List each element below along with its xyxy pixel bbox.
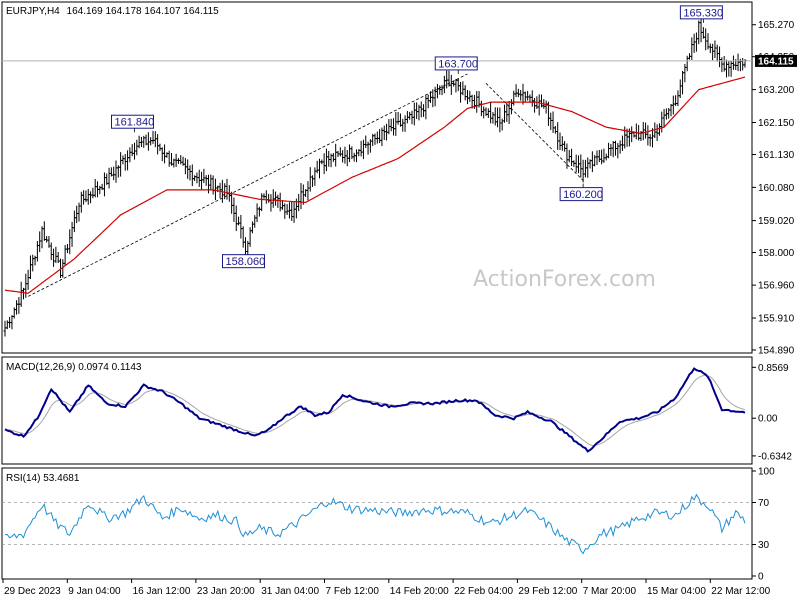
macd-label: MACD(12,26,9) 0.0974 0.1143 — [6, 362, 142, 373]
macd-tick-label: -0.6342 — [758, 451, 792, 462]
trendline — [27, 73, 468, 297]
time-tick-label: 16 Jan 12:00 — [133, 586, 191, 597]
ohlc-header-values: 164.169 164.178 164.107 164.115 — [67, 6, 220, 17]
time-tick-label: 15 Mar 04:00 — [647, 586, 706, 597]
price-tick-label: 159.020 — [758, 216, 795, 227]
rsi-label: RSI(14) 53.4681 — [6, 473, 80, 484]
last-price-badge: 164.115 — [755, 54, 797, 67]
rsi-axis: 100 70 30 0 — [752, 467, 775, 583]
last-price-text: 164.115 — [758, 56, 794, 67]
price-tick-label: 156.960 — [758, 281, 795, 292]
peak-label: 158.060 — [222, 250, 266, 269]
trendlines — [27, 73, 584, 297]
macd-tick-label: 0.8569 — [758, 363, 789, 374]
price-tick-label: 154.890 — [758, 346, 795, 357]
peak-label-text: 165.330 — [683, 7, 723, 19]
price-panel-border — [1, 1, 753, 354]
last-price-box — [755, 54, 797, 67]
peak-label: 163.700 — [434, 56, 478, 74]
rsi-tick-label: 70 — [758, 498, 770, 509]
macd-tick-label: 0.00 — [758, 414, 778, 425]
price-tick-label: 163.200 — [758, 85, 795, 96]
symbol-label: EURJPY,H4 — [6, 6, 60, 17]
macd-panel-border — [1, 356, 753, 465]
macd-signal-line — [4, 374, 746, 447]
macd-panel: 0.8569 0.00 -0.6342 MACD(12,26,9) 0.0974 0… — [1, 356, 792, 465]
price-axis: 165.270164.250163.200162.150161.130160.0… — [752, 20, 795, 357]
time-tick-label: 29 Feb 12:00 — [518, 586, 577, 597]
rsi-panel-border — [1, 467, 753, 580]
time-tick-label: 22 Feb 04:00 — [454, 586, 513, 597]
rsi-tick-label: 0 — [758, 572, 764, 583]
time-tick-label: 14 Feb 20:00 — [390, 586, 449, 597]
macd-line — [4, 367, 746, 453]
time-axis: 29 Dec 2023 9 Jan 04:00 16 Jan 12:00 23 Jan… — [2, 579, 771, 597]
time-tick-label: 31 Jan 04:00 — [261, 586, 319, 597]
time-tick-label: 22 Mar 12:00 — [711, 586, 770, 597]
peak-label-text: 158.060 — [226, 256, 266, 268]
rsi-line — [4, 493, 746, 555]
rsi-levels — [2, 502, 752, 545]
rsi-tick-label: 30 — [758, 540, 770, 551]
peak-label: 161.840 — [111, 114, 155, 133]
time-tick-label: 23 Jan 20:00 — [197, 586, 255, 597]
trendline — [485, 83, 584, 181]
price-tick-label: 162.150 — [758, 118, 795, 129]
watermark-text: ActionForex.com — [473, 267, 656, 292]
moving-average-line — [4, 76, 746, 294]
peak-label-text: 163.700 — [438, 58, 478, 70]
price-tick-label: 158.000 — [758, 248, 795, 259]
price-tick-label: 161.130 — [758, 150, 795, 161]
price-tick-label: 165.270 — [758, 20, 795, 31]
macd-axis: 0.8569 0.00 -0.6342 — [752, 363, 792, 462]
peak-label: 165.330 — [679, 5, 723, 23]
peak-label: 160.200 — [559, 183, 603, 202]
rsi-panel: 100 70 30 0 RSI(14) 53.4681 — [1, 467, 775, 583]
rsi-tick-label: 100 — [758, 467, 775, 478]
chart-header-symbol: EURJPY,H4 164.169 164.178 164.107 164.11… — [6, 6, 219, 17]
price-tick-label: 160.080 — [758, 183, 795, 194]
time-tick-label: 29 Dec 2023 — [4, 586, 61, 597]
time-tick-label: 7 Mar 20:00 — [583, 586, 637, 597]
peak-label-text: 161.840 — [115, 117, 155, 129]
time-tick-label: 9 Jan 04:00 — [68, 586, 121, 597]
peak-labels: 161.840 158.060 163.700 160.200 165.330 — [111, 5, 723, 269]
price-panel: ActionForex.com 165.270164.250163.200162… — [1, 1, 797, 357]
time-tick-label: 7 Feb 12:00 — [326, 586, 380, 597]
peak-label-text: 160.200 — [563, 189, 603, 201]
price-tick-label: 155.910 — [758, 314, 795, 325]
